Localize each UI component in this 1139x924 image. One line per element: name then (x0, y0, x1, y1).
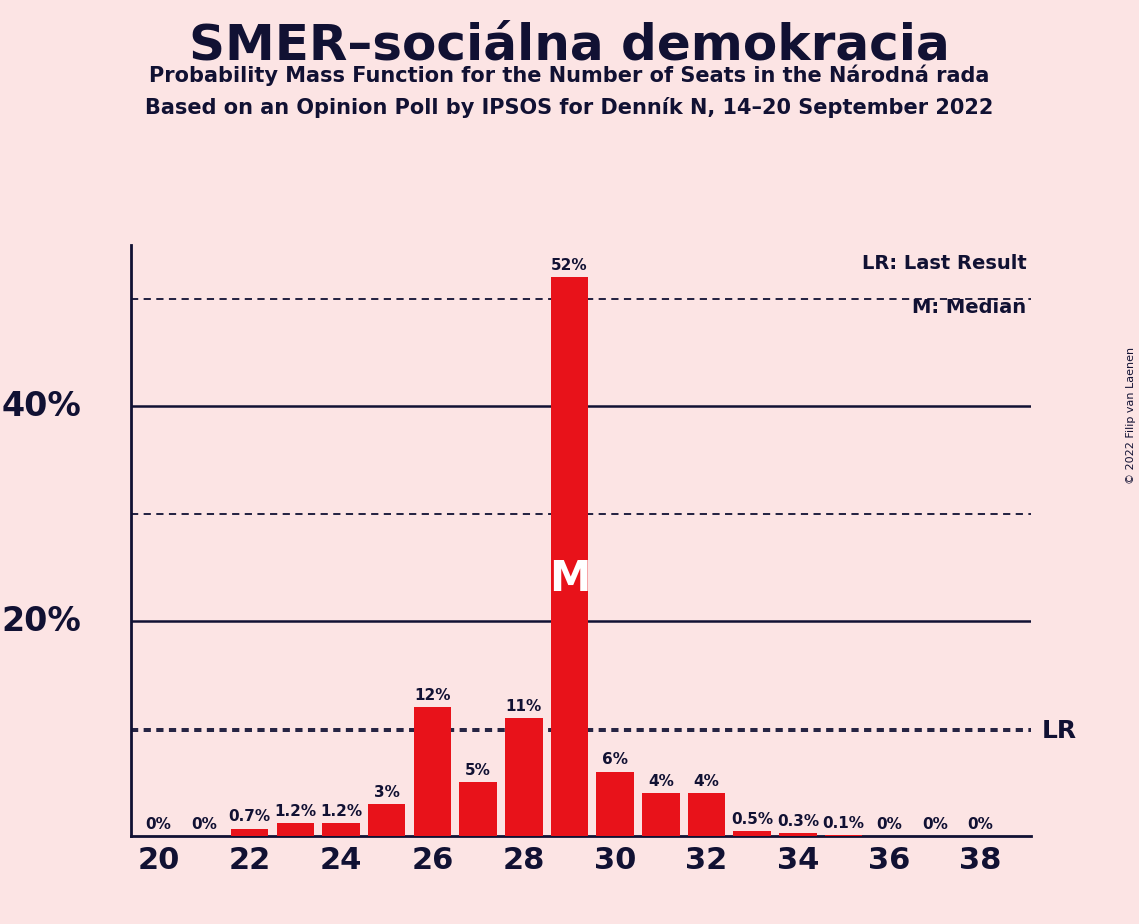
Text: 5%: 5% (465, 763, 491, 778)
Bar (825, 835, 862, 836)
Bar (368, 804, 405, 836)
Text: M: M (549, 558, 590, 600)
Text: 0.7%: 0.7% (229, 809, 271, 824)
Text: 12%: 12% (415, 687, 451, 703)
Text: 6%: 6% (603, 752, 628, 768)
Bar (779, 833, 817, 836)
Text: 0%: 0% (968, 817, 993, 832)
Bar (642, 793, 680, 836)
Text: 4%: 4% (648, 774, 674, 789)
Bar (459, 783, 497, 836)
Text: M: Median: M: Median (912, 298, 1026, 317)
Bar (413, 707, 451, 836)
Text: © 2022 Filip van Laenen: © 2022 Filip van Laenen (1126, 347, 1136, 484)
Bar (505, 718, 542, 836)
Text: Based on an Opinion Poll by IPSOS for Denník N, 14–20 September 2022: Based on an Opinion Poll by IPSOS for De… (146, 97, 993, 118)
Text: LR: Last Result: LR: Last Result (861, 254, 1026, 273)
Text: 0.3%: 0.3% (777, 814, 819, 829)
Bar (734, 831, 771, 836)
Text: 0%: 0% (921, 817, 948, 832)
Bar (322, 823, 360, 836)
Text: 0%: 0% (876, 817, 902, 832)
Bar (277, 823, 314, 836)
Text: 3%: 3% (374, 784, 400, 799)
Text: 4%: 4% (694, 774, 720, 789)
Text: 1.2%: 1.2% (274, 804, 317, 819)
Bar (597, 772, 634, 836)
Text: 0.1%: 0.1% (822, 816, 865, 831)
Bar (688, 793, 726, 836)
Text: 0%: 0% (146, 817, 171, 832)
Text: 0%: 0% (191, 817, 218, 832)
Text: 52%: 52% (551, 258, 588, 273)
Text: 0.5%: 0.5% (731, 811, 773, 827)
Text: Probability Mass Function for the Number of Seats in the Národná rada: Probability Mass Function for the Number… (149, 65, 990, 86)
Text: 20%: 20% (2, 604, 82, 638)
Text: LR: LR (1041, 719, 1076, 743)
Text: 40%: 40% (2, 390, 82, 422)
Text: 11%: 11% (506, 699, 542, 713)
Text: 1.2%: 1.2% (320, 804, 362, 819)
Text: SMER–sociálna demokracia: SMER–sociálna demokracia (189, 21, 950, 69)
Bar (231, 829, 269, 836)
Bar (551, 277, 588, 836)
